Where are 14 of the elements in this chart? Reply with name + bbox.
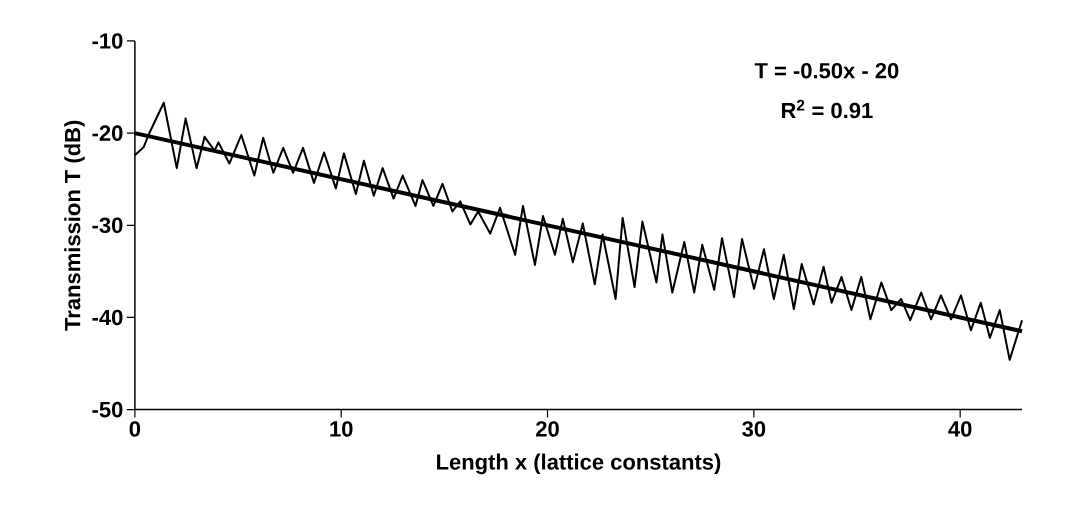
x-tick-label: 0 (129, 421, 141, 437)
annotation: R$^{2}$ = 0.91 (781, 100, 873, 119)
y-tick-label: -20 (92, 125, 123, 142)
x-tick-label: 40 (948, 421, 972, 437)
y-axis-title: Transmission T (dB) (64, 121, 85, 331)
x-tick-label: 20 (536, 421, 559, 437)
x-axis-title: Length x (lattice constants) (437, 453, 721, 475)
y-tick-label: -30 (92, 217, 123, 234)
y-tick-label: -50 (92, 402, 123, 418)
x-tick-label: 30 (742, 421, 766, 437)
x-tick-label: 10 (330, 421, 353, 437)
annotation: T = -0.50x - 20 (754, 63, 899, 79)
y-tick-label: -10 (92, 33, 123, 49)
y-tick-label: -40 (92, 309, 123, 326)
